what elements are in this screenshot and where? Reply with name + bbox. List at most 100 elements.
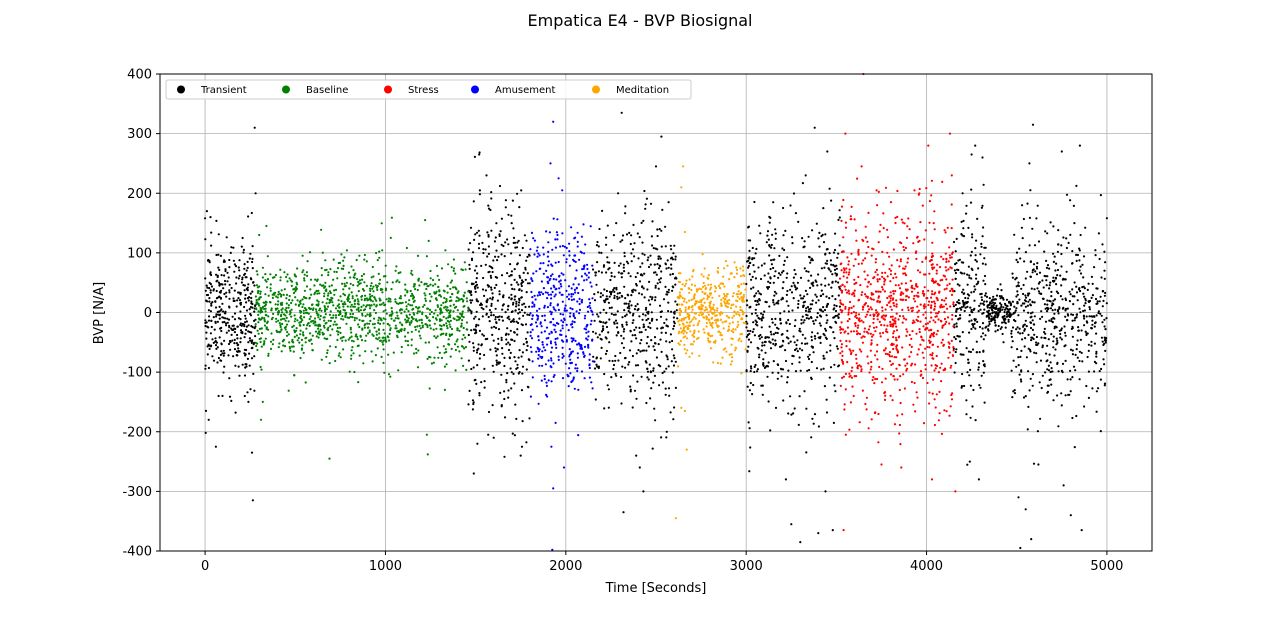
- scatter-point: [352, 269, 355, 272]
- scatter-point: [270, 332, 273, 335]
- scatter-point: [426, 307, 429, 310]
- scatter-point: [873, 382, 876, 385]
- scatter-point: [664, 263, 668, 266]
- scatter-point: [874, 261, 877, 264]
- scatter-point: [597, 315, 600, 318]
- scatter-point: [919, 303, 922, 306]
- scatter-point: [290, 284, 293, 287]
- scatter-point: [358, 318, 361, 322]
- scatter-point: [824, 233, 827, 236]
- scatter-point: [380, 303, 383, 306]
- scatter-point: [204, 217, 207, 220]
- scatter-point: [780, 298, 783, 301]
- scatter-point: [289, 349, 292, 352]
- scatter-point: [837, 252, 840, 255]
- scatter-point: [416, 288, 419, 292]
- scatter-point: [623, 255, 626, 258]
- scatter-point: [443, 290, 446, 293]
- scatter-point: [515, 281, 519, 284]
- scatter-point: [1083, 304, 1086, 307]
- scatter-point: [1079, 338, 1082, 341]
- scatter-point: [938, 412, 941, 415]
- scatter-point: [870, 418, 873, 421]
- scatter-point: [488, 320, 491, 323]
- scatter-point: [934, 291, 937, 294]
- scatter-point: [329, 324, 332, 328]
- scatter-point: [406, 291, 409, 294]
- scatter-point: [1087, 370, 1090, 373]
- scatter-point: [1079, 311, 1082, 314]
- scatter-point: [266, 286, 269, 289]
- scatter-point: [856, 364, 860, 368]
- scatter-point: [1049, 370, 1052, 374]
- scatter-point: [969, 201, 973, 204]
- scatter-point: [902, 373, 905, 376]
- scatter-point: [817, 299, 820, 302]
- scatter-point: [746, 304, 749, 307]
- scatter-point: [894, 320, 897, 323]
- scatter-point: [904, 282, 908, 285]
- scatter-point: [770, 263, 774, 266]
- scatter-point: [318, 309, 321, 312]
- scatter-point: [842, 267, 846, 270]
- scatter-point: [461, 300, 465, 303]
- scatter-point: [957, 335, 960, 338]
- scatter-point: [645, 349, 648, 352]
- scatter-point: [1015, 295, 1018, 298]
- scatter-point: [482, 334, 485, 337]
- scatter-point: [952, 346, 955, 349]
- scatter-point: [1056, 394, 1059, 397]
- scatter-point: [474, 329, 477, 332]
- scatter-point: [474, 287, 477, 290]
- scatter-point: [903, 249, 906, 252]
- scatter-point: [449, 304, 452, 307]
- scatter-point: [857, 332, 860, 335]
- scatter-point: [464, 346, 467, 349]
- scatter-point: [1071, 319, 1074, 322]
- scatter-point: [1037, 342, 1040, 345]
- scatter-point: [951, 354, 955, 357]
- scatter-point: [218, 310, 221, 313]
- scatter-point: [264, 337, 267, 340]
- scatter-point: [848, 271, 851, 274]
- scatter-point: [348, 370, 351, 373]
- scatter-point: [500, 243, 503, 246]
- scatter-point: [981, 312, 984, 315]
- scatter-point: [508, 318, 511, 321]
- scatter-point: [915, 294, 918, 297]
- scatter-point: [475, 298, 478, 301]
- scatter-point: [345, 322, 348, 325]
- scatter-point: [375, 333, 378, 336]
- scatter-point: [862, 306, 865, 309]
- scatter-point: [984, 292, 988, 295]
- scatter-point: [1086, 355, 1089, 359]
- scatter-point: [357, 300, 360, 303]
- scatter-point: [899, 258, 903, 261]
- scatter-point: [1073, 295, 1076, 298]
- scatter-point: [460, 357, 463, 360]
- scatter-point: [918, 192, 921, 195]
- scatter-point: [366, 326, 369, 329]
- scatter-point: [1072, 365, 1076, 368]
- scatter-point: [253, 284, 256, 287]
- scatter-point: [672, 316, 676, 319]
- scatter-point: [851, 385, 854, 388]
- scatter-point: [382, 339, 385, 342]
- scatter-point: [228, 297, 231, 300]
- scatter-point: [462, 364, 465, 367]
- scatter-point: [258, 233, 261, 237]
- scatter-point: [487, 245, 490, 248]
- scatter-point: [484, 248, 487, 251]
- scatter-point: [293, 335, 296, 338]
- scatter-point: [604, 352, 608, 355]
- scatter-point: [224, 268, 227, 271]
- scatter-point: [1090, 344, 1093, 347]
- scatter-point: [244, 332, 247, 335]
- scatter-point: [260, 307, 263, 310]
- scatter-point: [508, 343, 511, 346]
- scatter-point: [278, 322, 281, 325]
- scatter-point: [257, 332, 260, 335]
- scatter-point: [373, 296, 376, 299]
- scatter-point: [411, 294, 414, 297]
